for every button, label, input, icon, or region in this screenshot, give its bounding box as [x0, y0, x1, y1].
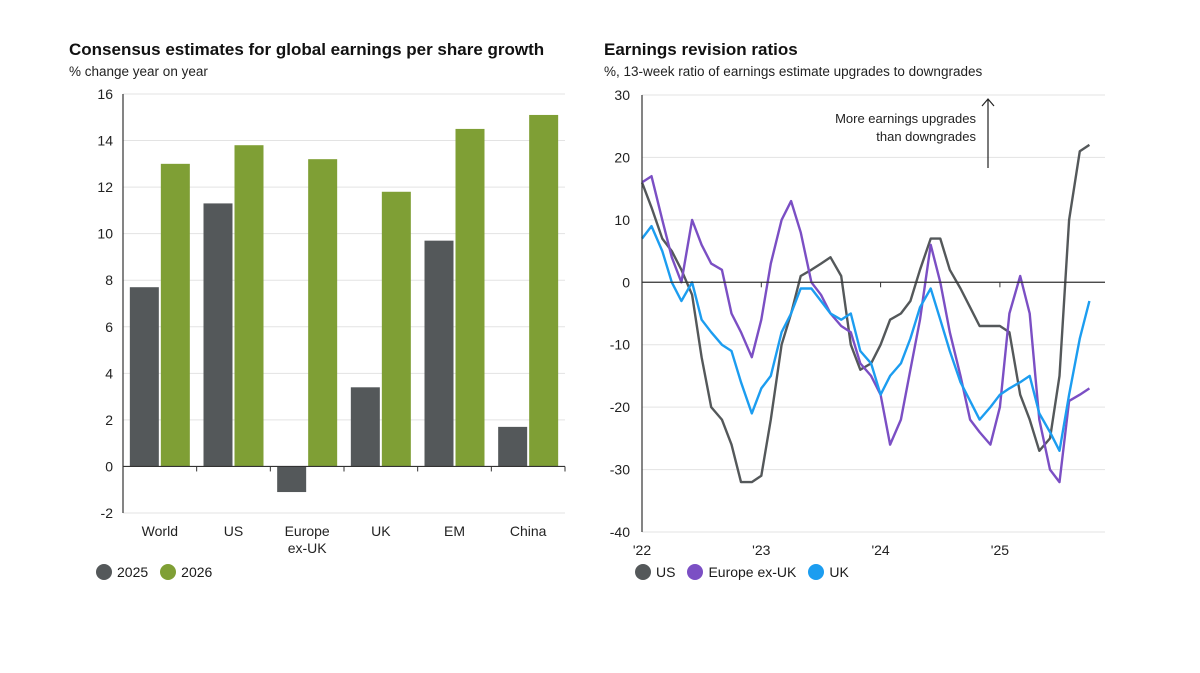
legend-item-uk: UK	[808, 564, 849, 580]
bar-2025-world	[129, 287, 159, 467]
x-tick-label: '25	[991, 542, 1009, 558]
legend-swatch-2026	[160, 564, 177, 580]
y-tick-label: -2	[101, 505, 114, 521]
legend-label-2026: 2026	[181, 564, 213, 580]
bar-2025-em	[424, 240, 454, 467]
y-tick-label: 6	[105, 319, 113, 335]
x-tick-label: US	[224, 523, 243, 539]
legend-label-us: US	[656, 564, 676, 580]
line-series-us	[640, 143, 1091, 484]
y-tick-label: 16	[97, 86, 113, 102]
y-tick-label: -20	[610, 399, 630, 415]
bar-2026-uk	[381, 191, 411, 467]
y-tick-label: 14	[97, 133, 113, 149]
left-legend: 2025 2026	[96, 564, 218, 580]
x-tick-label: UK	[371, 523, 391, 539]
x-tick-label: Europe	[285, 523, 330, 539]
legend-item-2025: 2025	[96, 564, 148, 580]
annotation-line-2: than downgrades	[876, 129, 976, 144]
y-tick-label: 10	[97, 226, 113, 242]
x-tick-label: World	[142, 523, 178, 539]
bar-2025-europe-ex-uk	[277, 466, 307, 493]
bar-2026-em	[455, 128, 485, 467]
legend-item-europe-ex-uk: Europe ex-UK	[687, 564, 796, 580]
y-tick-label: 12	[97, 179, 113, 195]
bar-2025-uk	[350, 387, 380, 467]
right-chart-title: Earnings revision ratios	[604, 40, 798, 59]
legend-item-us: US	[635, 564, 675, 580]
y-tick-label: 10	[614, 212, 630, 228]
x-tick-label: '24	[871, 542, 889, 558]
legend-swatch-2025	[96, 564, 112, 580]
y-tick-label: 2	[105, 412, 113, 428]
y-tick-label: 20	[614, 149, 630, 165]
x-tick-label: EM	[444, 523, 465, 539]
y-tick-label: -10	[610, 337, 630, 353]
bar-2025-us	[203, 203, 233, 467]
x-tick-label: China	[510, 523, 547, 539]
y-tick-label: -30	[610, 462, 630, 478]
bar-2026-china	[529, 114, 559, 467]
line-series-uk	[641, 224, 1091, 452]
bar-2026-us	[234, 145, 264, 467]
legend-swatch-europe-ex-uk	[687, 564, 704, 580]
legend-label-europe-ex-uk: Europe ex-UK	[708, 564, 797, 580]
x-tick-label: '22	[633, 542, 651, 558]
y-tick-label: -40	[610, 524, 630, 540]
y-tick-label: 0	[105, 458, 113, 474]
legend-label-uk: UK	[829, 564, 849, 580]
bar-2026-europe-ex-uk	[308, 159, 338, 467]
y-tick-label: 8	[105, 272, 113, 288]
y-tick-label: 0	[622, 274, 630, 290]
y-tick-label: 4	[105, 365, 113, 381]
right-chart-subtitle: %, 13-week ratio of earnings estimate up…	[604, 64, 983, 79]
x-tick-label: '23	[752, 542, 770, 558]
line-series-europe-ex-uk	[641, 174, 1091, 484]
legend-item-2026: 2026	[160, 564, 212, 580]
x-tick-label: ex-UK	[288, 540, 328, 556]
legend-swatch-uk	[808, 564, 825, 580]
y-tick-label: 30	[614, 87, 630, 103]
legend-label-2025: 2025	[117, 564, 149, 580]
annotation-arrow-head-icon	[981, 98, 995, 107]
bar-2026-world	[160, 163, 190, 467]
left-chart-subtitle: % change year on year	[69, 64, 208, 79]
legend-swatch-us	[635, 564, 651, 580]
upgrades-annotation: More earnings upgrades than downgrades	[780, 110, 976, 146]
bar-2025-china	[498, 426, 528, 467]
left-chart-title: Consensus estimates for global earnings …	[69, 40, 545, 59]
annotation-line-1: More earnings upgrades	[835, 111, 976, 126]
right-legend: US Europe ex-UK UK	[635, 564, 855, 580]
